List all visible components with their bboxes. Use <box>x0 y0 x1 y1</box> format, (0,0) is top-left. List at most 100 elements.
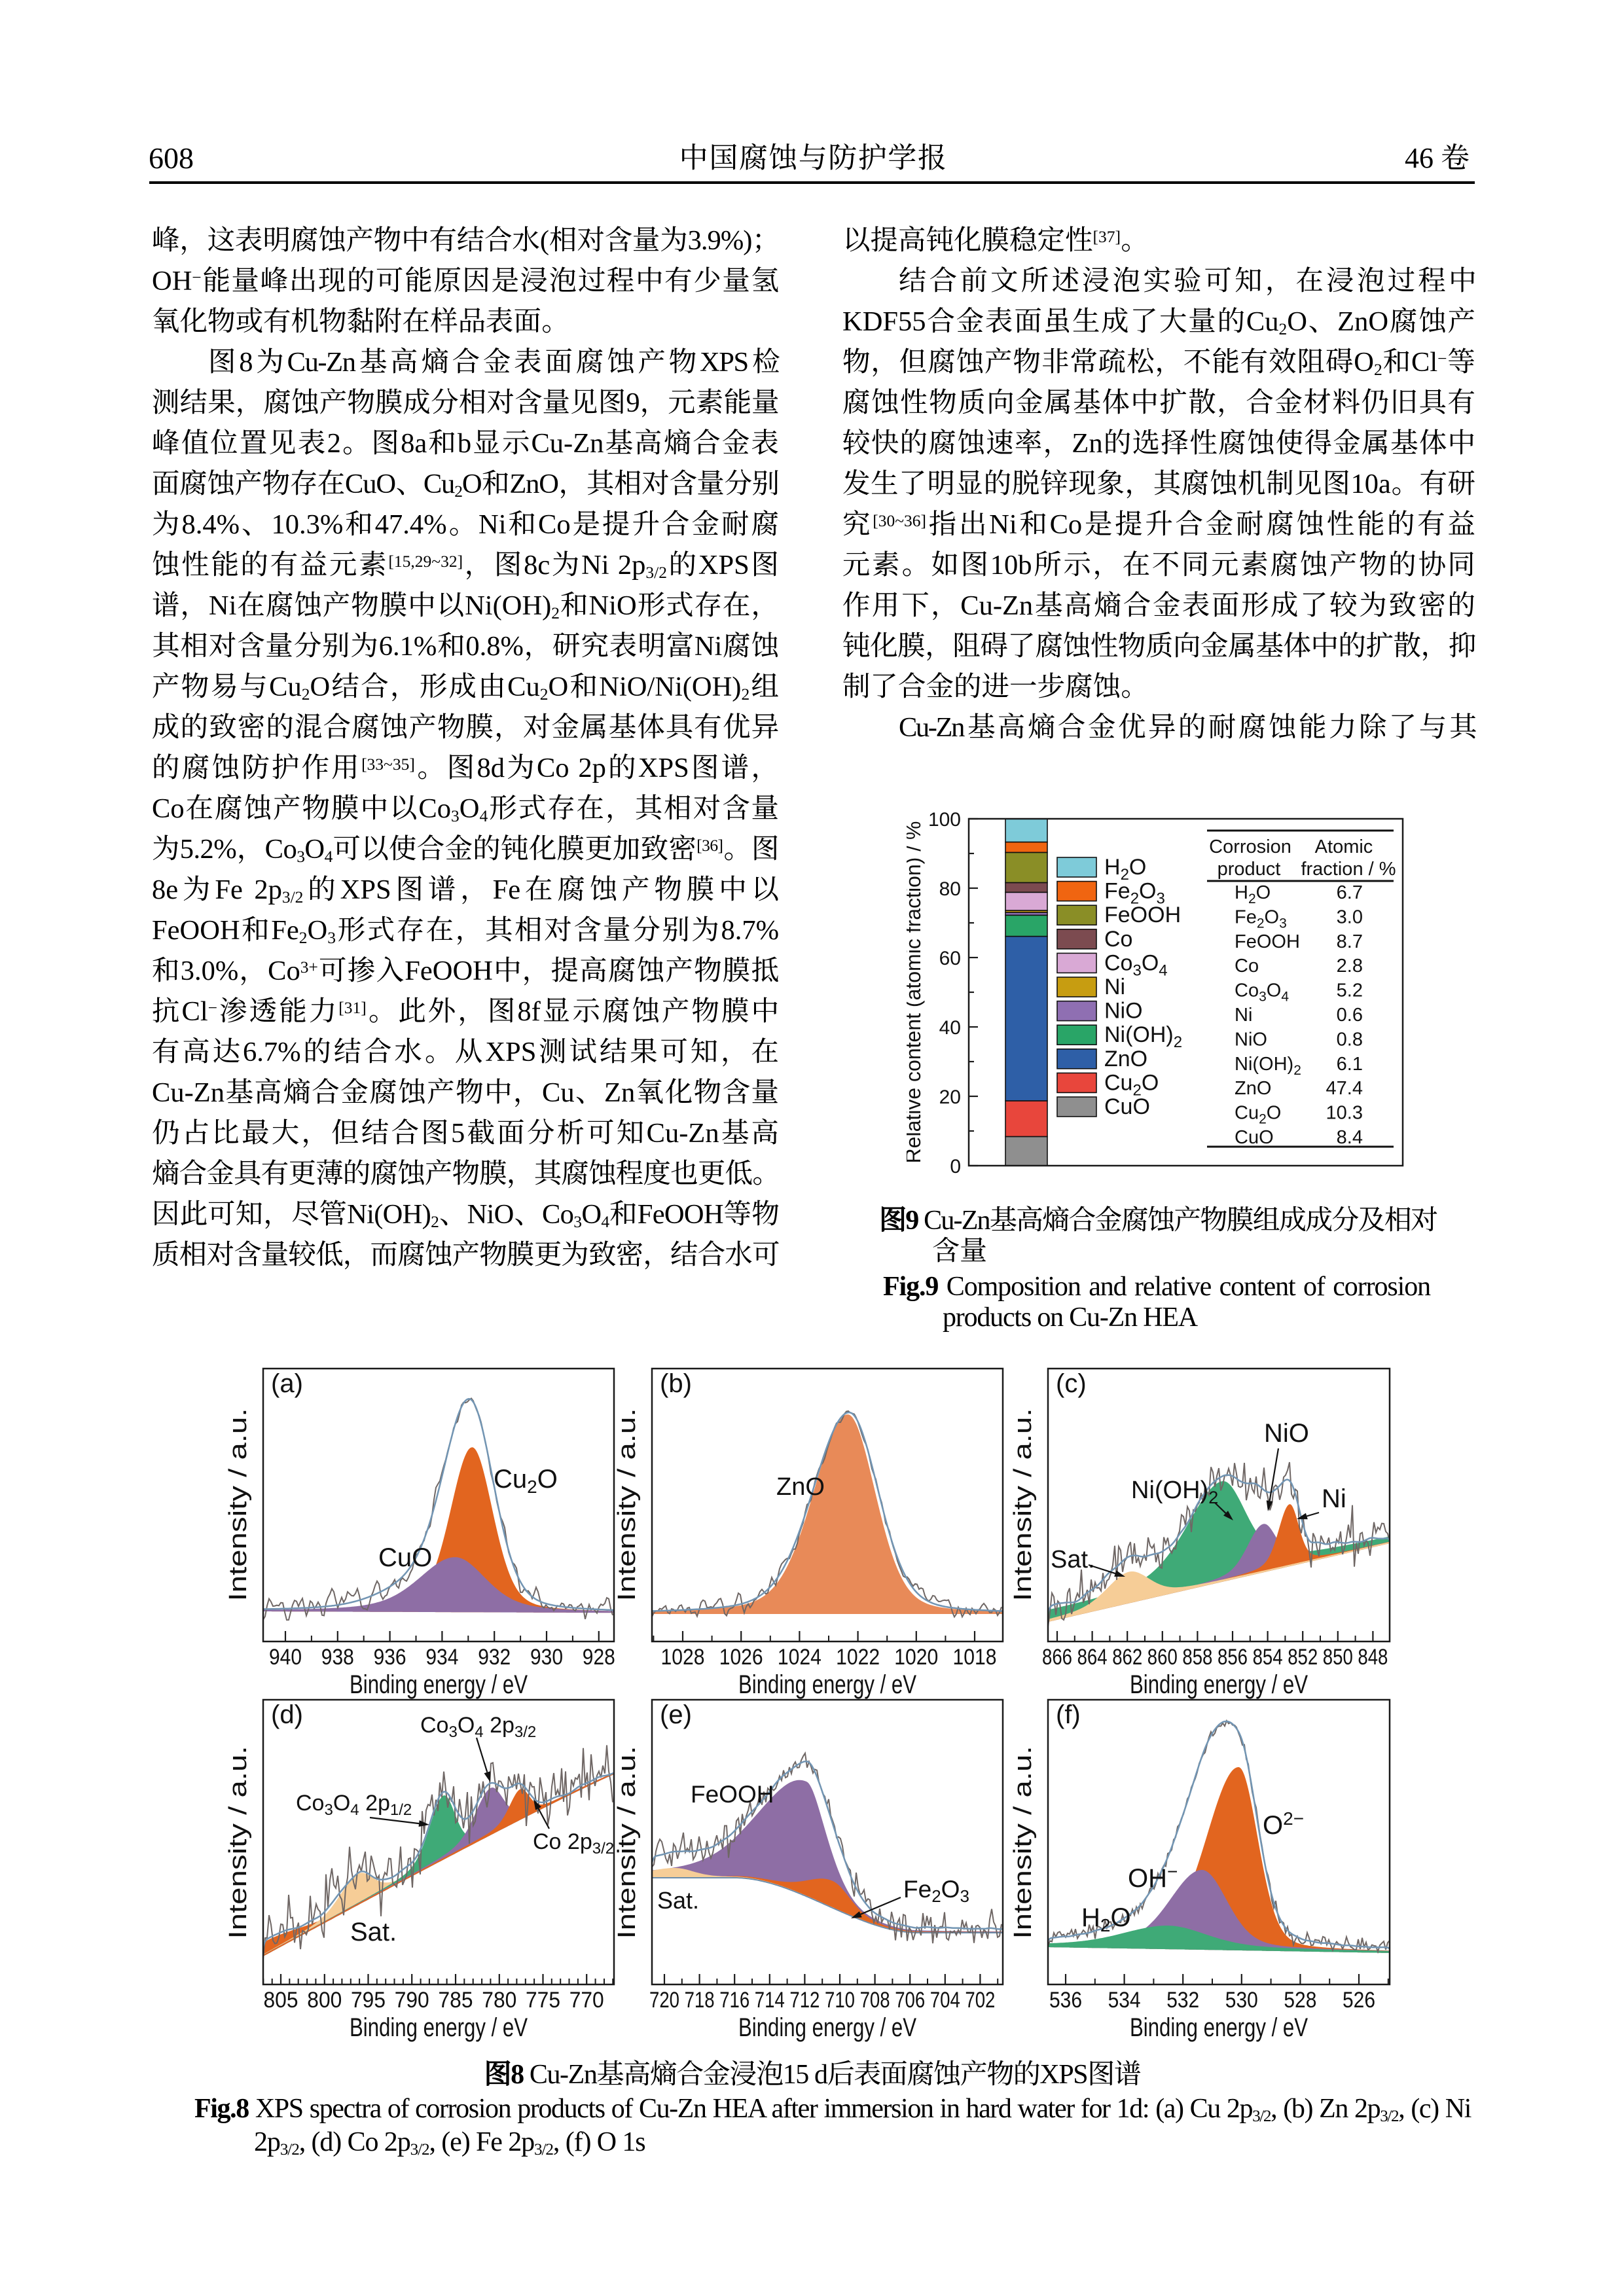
svg-text:Intensity / a.u.: Intensity / a.u. <box>1009 1408 1037 1602</box>
svg-text:704: 704 <box>930 1988 960 2013</box>
svg-text:Ni(OH)2: Ni(OH)2 <box>1104 1022 1182 1051</box>
svg-text:706: 706 <box>895 1988 925 2013</box>
svg-text:ZnO: ZnO <box>776 1473 825 1501</box>
svg-text:848: 848 <box>1358 1645 1388 1670</box>
svg-text:Ni: Ni <box>1104 975 1125 999</box>
svg-text:(a): (a) <box>271 1369 303 1398</box>
svg-text:534: 534 <box>1108 1988 1141 2013</box>
svg-text:Ni: Ni <box>1322 1484 1346 1513</box>
svg-text:860: 860 <box>1147 1645 1178 1670</box>
svg-text:60: 60 <box>939 948 961 969</box>
svg-text:FeOOH: FeOOH <box>691 1781 774 1808</box>
svg-text:Sat.: Sat. <box>657 1887 699 1914</box>
svg-text:775: 775 <box>526 1988 560 2013</box>
svg-text:770: 770 <box>569 1988 604 2013</box>
svg-text:H2O: H2O <box>1235 882 1271 906</box>
svg-text:(c): (c) <box>1056 1369 1087 1398</box>
svg-text:100: 100 <box>928 809 961 831</box>
svg-text:product: product <box>1218 859 1281 880</box>
svg-text:NiO: NiO <box>1264 1419 1309 1448</box>
svg-text:Co 2p3/2: Co 2p3/2 <box>533 1829 614 1857</box>
svg-text:532: 532 <box>1166 1988 1199 2013</box>
svg-text:40: 40 <box>939 1017 961 1039</box>
svg-text:80: 80 <box>939 878 961 900</box>
svg-text:940: 940 <box>269 1645 302 1670</box>
svg-text:Co3O4 2p1/2: Co3O4 2p1/2 <box>296 1791 412 1819</box>
svg-text:1024: 1024 <box>778 1645 821 1670</box>
svg-text:10.3: 10.3 <box>1326 1103 1363 1124</box>
svg-text:1022: 1022 <box>836 1645 880 1670</box>
svg-text:716: 716 <box>719 1988 749 2013</box>
svg-text:795: 795 <box>351 1988 386 2013</box>
svg-text:714: 714 <box>755 1988 785 2013</box>
svg-text:6.1: 6.1 <box>1337 1054 1363 1075</box>
svg-text:1026: 1026 <box>719 1645 763 1670</box>
svg-text:OH−: OH− <box>1128 1861 1178 1893</box>
svg-text:47.4: 47.4 <box>1326 1078 1363 1099</box>
svg-text:CuO: CuO <box>378 1543 432 1572</box>
svg-text:864: 864 <box>1077 1645 1108 1670</box>
svg-text:20: 20 <box>939 1086 961 1108</box>
svg-text:Sat.: Sat. <box>350 1918 397 1946</box>
svg-text:Relative content (atomic fract: Relative content (atomic fraction) / % <box>907 821 925 1164</box>
svg-text:1028: 1028 <box>661 1645 705 1670</box>
svg-text:3.0: 3.0 <box>1337 906 1363 927</box>
svg-text:528: 528 <box>1284 1988 1316 2013</box>
svg-text:(f): (f) <box>1056 1700 1081 1729</box>
svg-text:790: 790 <box>395 1988 429 2013</box>
svg-text:FeOOH: FeOOH <box>1235 931 1300 952</box>
svg-text:856: 856 <box>1218 1645 1248 1670</box>
svg-text:862: 862 <box>1112 1645 1142 1670</box>
svg-text:Binding energy / eV: Binding energy / eV <box>350 2013 528 2042</box>
svg-text:530: 530 <box>1225 1988 1258 2013</box>
svg-text:934: 934 <box>425 1645 458 1670</box>
svg-text:930: 930 <box>530 1645 563 1670</box>
svg-text:Intensity / a.u.: Intensity / a.u. <box>613 1408 641 1602</box>
svg-text:Intensity / a.u.: Intensity / a.u. <box>613 1746 641 1939</box>
svg-text:Ni(OH)2: Ni(OH)2 <box>1235 1054 1301 1078</box>
svg-text:Binding energy / eV: Binding energy / eV <box>738 2013 916 2042</box>
svg-text:Ni: Ni <box>1235 1005 1252 1026</box>
svg-text:8.7: 8.7 <box>1337 931 1363 952</box>
svg-text:6.7: 6.7 <box>1337 882 1363 903</box>
svg-text:Intensity / a.u.: Intensity / a.u. <box>1009 1746 1037 1939</box>
svg-text:780: 780 <box>482 1988 516 2013</box>
svg-text:938: 938 <box>321 1645 354 1670</box>
svg-text:(d): (d) <box>271 1700 303 1729</box>
svg-text:Corrosion: Corrosion <box>1209 836 1291 857</box>
svg-text:932: 932 <box>478 1645 511 1670</box>
svg-text:ZnO: ZnO <box>1235 1078 1271 1099</box>
svg-text:1020: 1020 <box>894 1645 938 1670</box>
svg-text:708: 708 <box>860 1988 890 2013</box>
svg-text:2.8: 2.8 <box>1337 956 1363 977</box>
svg-text:0.6: 0.6 <box>1337 1005 1363 1026</box>
svg-text:805: 805 <box>264 1988 298 2013</box>
svg-text:Cu2O: Cu2O <box>494 1465 558 1497</box>
svg-text:0.8: 0.8 <box>1337 1029 1363 1050</box>
svg-text:526: 526 <box>1343 1988 1375 2013</box>
svg-text:Ni(OH)2: Ni(OH)2 <box>1131 1477 1218 1507</box>
svg-text:702: 702 <box>965 1988 995 2013</box>
svg-text:Co: Co <box>1235 956 1259 977</box>
svg-text:Co3O4: Co3O4 <box>1235 980 1289 1005</box>
svg-text:5.2: 5.2 <box>1337 980 1363 1001</box>
svg-text:710: 710 <box>825 1988 855 2013</box>
svg-text:Co: Co <box>1104 927 1132 952</box>
svg-text:1018: 1018 <box>953 1645 997 1670</box>
svg-text:928: 928 <box>583 1645 615 1670</box>
svg-text:854: 854 <box>1253 1645 1283 1670</box>
svg-text:(b): (b) <box>660 1369 692 1398</box>
svg-text:Atomic: Atomic <box>1315 836 1373 857</box>
svg-text:Binding energy / eV: Binding energy / eV <box>350 1670 528 1699</box>
svg-text:858: 858 <box>1182 1645 1212 1670</box>
svg-text:785: 785 <box>439 1988 473 2013</box>
svg-text:0: 0 <box>950 1156 961 1177</box>
svg-text:(e): (e) <box>660 1700 692 1729</box>
svg-text:800: 800 <box>307 1988 342 2013</box>
svg-text:Binding energy / eV: Binding energy / eV <box>1130 1670 1308 1699</box>
svg-text:Fe2O3: Fe2O3 <box>903 1876 969 1906</box>
svg-text:712: 712 <box>789 1988 820 2013</box>
svg-text:8.4: 8.4 <box>1337 1127 1363 1148</box>
svg-text:fraction / %: fraction / % <box>1301 859 1396 880</box>
svg-text:NiO: NiO <box>1235 1029 1267 1050</box>
